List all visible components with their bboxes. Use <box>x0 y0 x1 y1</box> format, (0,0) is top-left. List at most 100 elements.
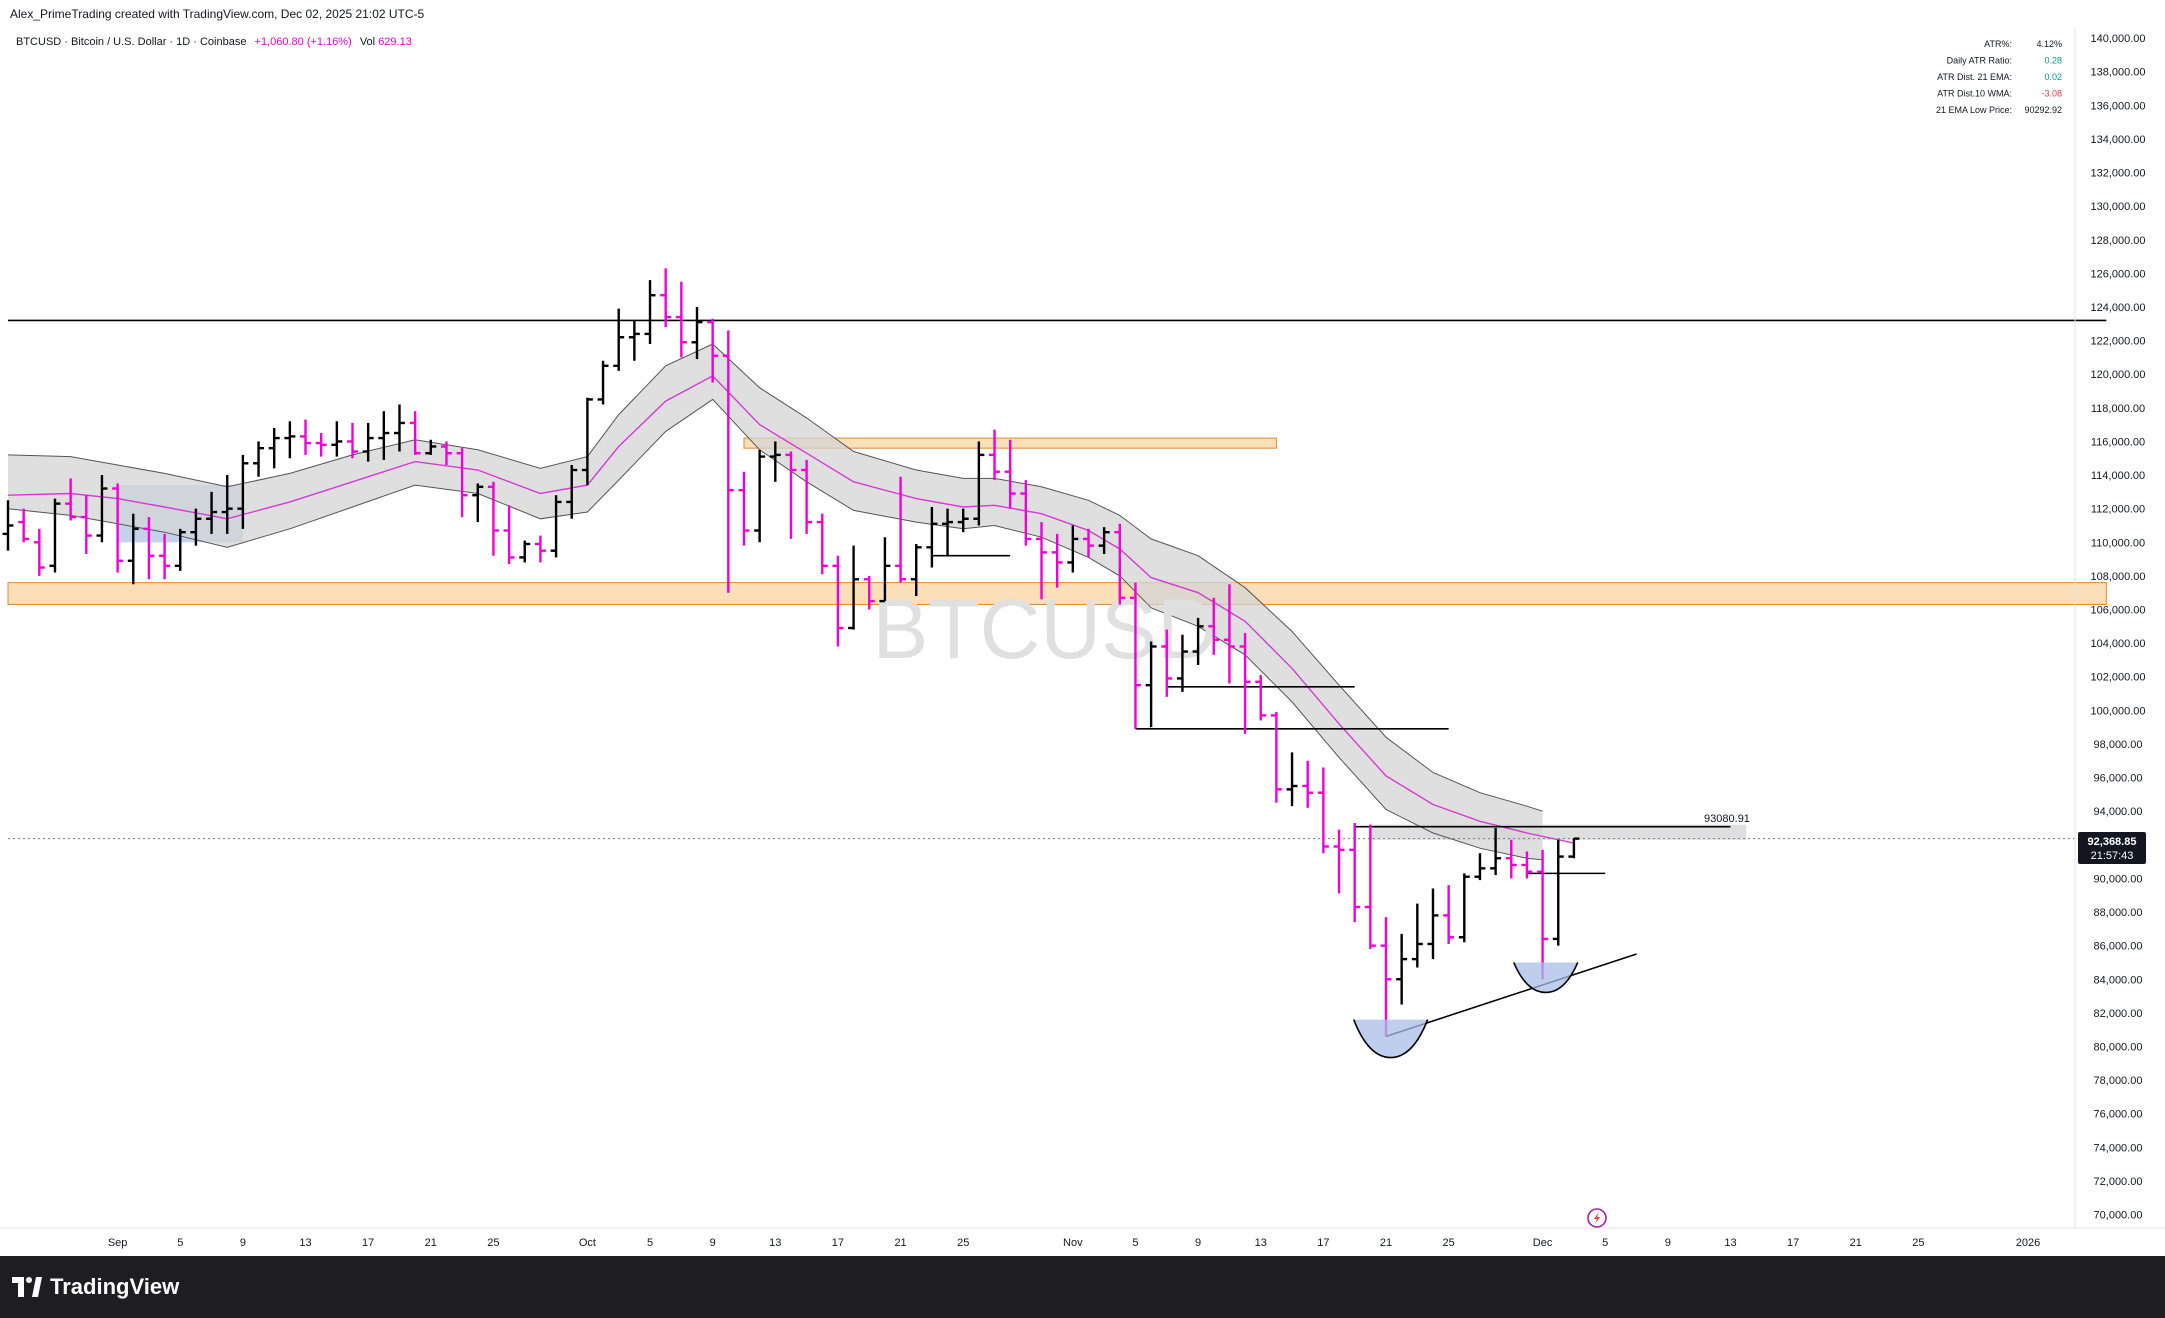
ohlc-bar[interactable] <box>472 483 484 523</box>
ohlc-bar[interactable] <box>691 306 703 360</box>
ohlc-bar[interactable] <box>456 448 468 518</box>
ohlc-bar[interactable] <box>879 537 891 603</box>
ohlc-bar[interactable] <box>1568 837 1580 859</box>
ohlc-bar[interactable] <box>393 404 405 452</box>
ohlc-bar[interactable] <box>973 441 985 526</box>
ohlc-bar[interactable] <box>1129 582 1141 729</box>
ohlc-bar[interactable] <box>613 308 625 371</box>
ohlc-bar[interactable] <box>769 441 781 482</box>
ohlc-bar[interactable] <box>1020 480 1032 546</box>
ohlc-bar[interactable] <box>1067 525 1079 573</box>
ohlc-bar[interactable] <box>754 449 766 543</box>
price-chart[interactable]: BTCUSD 70,000.00 72,000.00 74,000.00 76,000… <box>0 28 2165 1256</box>
cup-right-curve[interactable] <box>1512 962 1579 994</box>
ohlc-bar[interactable] <box>1270 712 1282 803</box>
ohlc-bar[interactable] <box>1537 849 1549 980</box>
ohlc-bar[interactable] <box>675 281 687 358</box>
ohlc-bar[interactable] <box>503 505 515 565</box>
ohlc-bar[interactable] <box>989 429 1001 481</box>
ohlc-bar[interactable] <box>707 318 719 383</box>
ohlc-bar[interactable] <box>1255 675 1267 721</box>
ohlc-bar[interactable] <box>1474 853 1486 881</box>
ohlc-bar[interactable] <box>566 464 578 519</box>
ohlc-bar[interactable] <box>143 517 155 580</box>
ohlc-bar[interactable] <box>221 475 233 534</box>
ohlc-bar[interactable] <box>1145 641 1157 728</box>
trendline[interactable] <box>1385 953 1637 1038</box>
ohlc-bar[interactable] <box>1176 634 1188 692</box>
ohlc-bar[interactable] <box>1552 839 1564 946</box>
ohlc-bar[interactable] <box>1490 828 1502 876</box>
ohlc-bar[interactable] <box>1349 822 1361 923</box>
price-axis[interactable]: 70,000.00 72,000.00 74,000.00 76,000.00 78,0… <box>2090 33 2145 1221</box>
ohlc-bar[interactable] <box>1223 584 1235 684</box>
ohlc-bar[interactable] <box>49 498 61 573</box>
ohlc-bar[interactable] <box>1521 851 1533 879</box>
ohlc-bar[interactable] <box>660 268 672 328</box>
ohlc-bar[interactable] <box>848 545 860 630</box>
ohlc-bar[interactable] <box>628 320 640 361</box>
ohlc-bar[interactable] <box>80 495 92 555</box>
ohlc-bar[interactable] <box>1161 629 1173 697</box>
ohlc-bar[interactable] <box>1333 829 1345 894</box>
ohlc-bar[interactable] <box>1458 873 1470 943</box>
flash-icon[interactable] <box>1587 1208 1607 1228</box>
ohlc-bar[interactable] <box>895 476 907 583</box>
ohlc-bar[interactable] <box>1380 917 1392 1037</box>
ohlc-bar[interactable] <box>425 439 437 455</box>
ohlc-bar[interactable] <box>1239 633 1251 734</box>
ohlc-bar[interactable] <box>1082 528 1094 558</box>
ohlc-bar[interactable] <box>1317 767 1329 854</box>
ohlc-bar[interactable] <box>1411 903 1423 968</box>
ohlc-bar[interactable] <box>832 555 844 647</box>
ohlc-bar[interactable] <box>96 475 108 543</box>
ohlc-bar[interactable] <box>268 428 280 469</box>
ohlc-bar[interactable] <box>1427 888 1439 960</box>
ohlc-bar[interactable] <box>206 491 218 534</box>
ohlc-bar[interactable] <box>1114 523 1126 605</box>
ohlc-bar[interactable] <box>1192 617 1204 665</box>
ohlc-bar[interactable] <box>1505 839 1517 879</box>
ohlc-bar[interactable] <box>1364 824 1376 950</box>
ohlc-bar[interactable] <box>347 422 358 459</box>
ohlc-bar[interactable] <box>409 411 421 455</box>
ohlc-bar[interactable] <box>644 280 656 344</box>
ohlc-bar[interactable] <box>378 411 390 460</box>
ohlc-bar[interactable] <box>1051 533 1063 588</box>
ohlc-bar[interactable] <box>18 508 30 543</box>
ohlc-bar[interactable] <box>65 478 77 521</box>
ohlc-bar[interactable] <box>1443 885 1455 944</box>
ohlc-bar[interactable] <box>440 441 452 465</box>
ohlc-bar[interactable] <box>362 422 374 462</box>
ohlc-bar[interactable] <box>112 483 124 573</box>
ohlc-bar[interactable] <box>581 397 593 486</box>
ohlc-bar[interactable] <box>190 508 202 546</box>
ohlc-bar[interactable] <box>253 441 265 477</box>
ohlc-bar[interactable] <box>174 528 186 571</box>
ohlc-bar[interactable] <box>816 513 828 575</box>
cup-left-curve[interactable] <box>1352 1019 1429 1059</box>
ohlc-bar[interactable] <box>315 433 327 457</box>
ohlc-bar[interactable] <box>284 421 296 459</box>
ohlc-bar[interactable] <box>519 540 531 563</box>
ohlc-bar[interactable] <box>1396 933 1408 1005</box>
ohlc-bar[interactable] <box>550 495 562 558</box>
ohlc-bar[interactable] <box>957 508 969 533</box>
ohlc-bar[interactable] <box>863 575 875 610</box>
ohlc-bar[interactable] <box>534 535 546 563</box>
tradingview-brand[interactable]: TradingView <box>12 1274 179 1300</box>
ohlc-bar[interactable] <box>1286 752 1298 807</box>
ohlc-bar[interactable] <box>1302 760 1314 808</box>
ohlc-bar[interactable] <box>785 451 797 539</box>
ohlc-bar[interactable] <box>738 471 750 546</box>
ohlc-bar[interactable] <box>926 506 938 568</box>
ohlc-bar[interactable] <box>2 500 14 551</box>
time-axis[interactable]: Sep 5 9 13 17 21 25 Oct 5 9 13 17 21 25 Nov 5 9 13 17 21 25 D… <box>108 1237 2040 1249</box>
ohlc-bar[interactable] <box>300 419 312 455</box>
ohlc-bar[interactable] <box>910 543 922 597</box>
ohlc-bar[interactable] <box>487 481 499 556</box>
ohlc-bar[interactable] <box>722 330 734 593</box>
ohlc-bar[interactable] <box>127 513 139 585</box>
ohlc-bar[interactable] <box>801 459 813 534</box>
ohlc-bar[interactable] <box>159 533 171 580</box>
